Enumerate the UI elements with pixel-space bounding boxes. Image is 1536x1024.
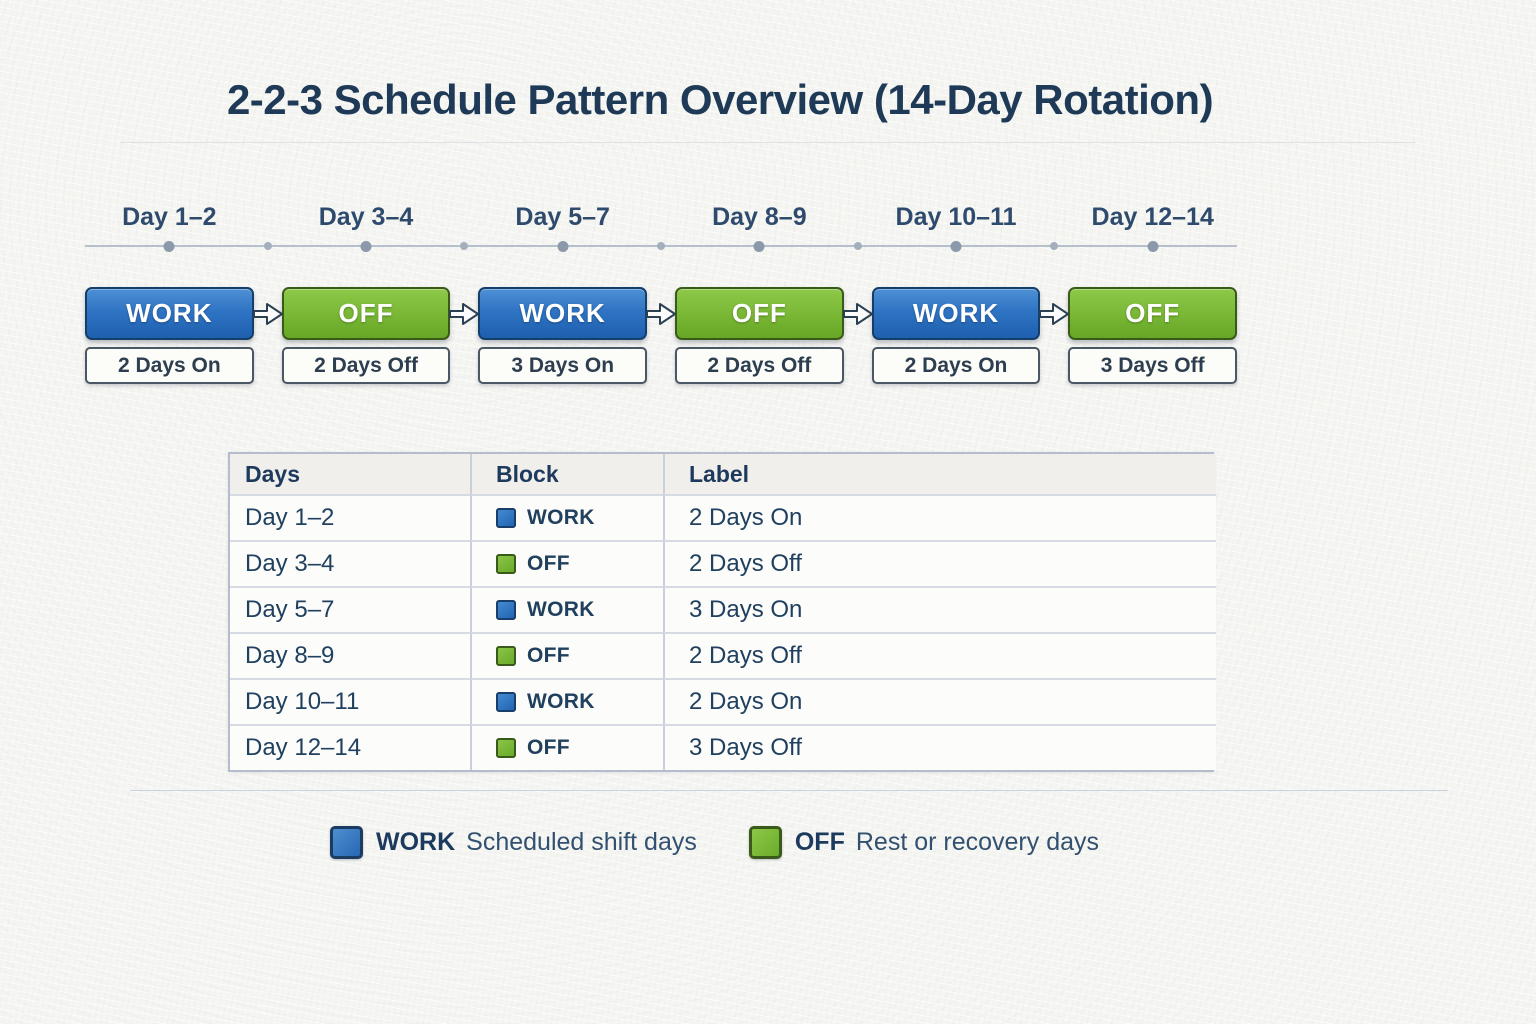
legend-divider: [130, 790, 1448, 791]
block-word: WORK: [527, 506, 595, 529]
legend-term: OFF: [794, 827, 845, 856]
schedule-table: Days Block Label Day 1–2 WORK 2 Days On …: [228, 452, 1216, 772]
day-range-label: Day 10–11: [895, 203, 1017, 231]
table-cell-days: Day 5–7: [230, 586, 470, 632]
table-cell-days: Day 10–11: [230, 678, 470, 724]
schedule-segment: OFF 2 Days Off: [675, 287, 873, 384]
off-swatch-icon: [496, 738, 516, 758]
arrow-right-icon: [1039, 302, 1070, 326]
day-range-label: Day 5–7: [515, 203, 610, 231]
table-header-block: Block: [470, 454, 663, 494]
work-swatch-icon: [496, 600, 516, 620]
timeline-dot: [853, 242, 862, 250]
timeline-dot: [360, 240, 372, 252]
timeline-dot: [1050, 242, 1059, 250]
timeline-dot: [557, 240, 569, 252]
off-block: OFF: [675, 287, 844, 340]
timeline-dot: [657, 242, 665, 250]
table-cell-label: 2 Days On: [663, 678, 1216, 724]
table-cell-block: WORK: [470, 678, 663, 724]
arrow-right-icon: [646, 302, 677, 326]
day-range-label: Day 1–2: [122, 203, 217, 231]
table-cell-block: WORK: [470, 586, 663, 632]
timeline-axis: [85, 240, 1237, 252]
arrow-right-icon: [252, 302, 283, 326]
legend-item-work: WORK Scheduled shift days: [330, 825, 697, 859]
timeline-dot: [460, 242, 469, 250]
work-block: WORK: [85, 287, 254, 340]
off-swatch-icon: [496, 646, 516, 666]
timeline-dot: [950, 240, 962, 252]
day-count-label: 2 Days Off: [281, 347, 451, 384]
day-count-label: 2 Days Off: [675, 347, 844, 384]
table-cell-label: 3 Days Off: [663, 724, 1216, 770]
day-range-label: Day 12–14: [1091, 203, 1214, 231]
table-cell-block: WORK: [470, 494, 663, 540]
arrow-right-icon: [449, 302, 480, 326]
table-header-days: Days: [230, 454, 470, 494]
schedule-segment: WORK 2 Days On: [85, 287, 283, 384]
title-divider: [120, 142, 1416, 143]
work-swatch-icon: [496, 508, 516, 528]
legend-item-off: OFF Rest or recovery days: [748, 825, 1099, 859]
day-count-label: 3 Days On: [478, 347, 648, 384]
table-cell-label: 2 Days Off: [663, 632, 1216, 678]
work-block: WORK: [478, 287, 648, 340]
timeline-dot: [163, 240, 175, 252]
block-word: OFF: [527, 736, 570, 759]
timeline-day-labels: Day 1–2 Day 3–4 Day 5–7 Day 8–9 Day 10–1…: [85, 203, 1237, 232]
work-swatch-icon: [496, 692, 516, 712]
table-cell-days: Day 8–9: [230, 632, 470, 678]
legend-description: Scheduled shift days: [466, 827, 697, 856]
day-range-label: Day 8–9: [712, 203, 807, 231]
arrow-right-icon: [842, 302, 873, 326]
day-count-label: 2 Days On: [871, 347, 1041, 384]
block-word: WORK: [527, 690, 595, 713]
legend-term: WORK: [376, 827, 456, 856]
block-word: WORK: [527, 598, 595, 621]
table-cell-label: 2 Days On: [663, 494, 1216, 540]
off-block: OFF: [281, 287, 451, 340]
work-block: WORK: [871, 287, 1041, 340]
table-cell-days: Day 3–4: [230, 540, 470, 586]
block-word: OFF: [527, 644, 570, 667]
off-swatch-icon: [496, 554, 516, 574]
table-cell-block: OFF: [470, 632, 663, 678]
table-cell-days: Day 1–2: [230, 494, 470, 540]
table-cell-block: OFF: [470, 724, 663, 770]
block-word: OFF: [527, 552, 570, 575]
page-title: 2-2-3 Schedule Pattern Overview (14-Day …: [226, 76, 1214, 123]
schedule-segment: WORK 2 Days On: [871, 287, 1070, 384]
schedule-segment: WORK 3 Days On: [478, 287, 677, 384]
off-swatch-icon: [748, 825, 782, 859]
schedule-segment: OFF 2 Days Off: [281, 287, 480, 384]
legend: WORK Scheduled shift days OFF Rest or re…: [330, 822, 1099, 862]
table-cell-days: Day 12–14: [230, 724, 470, 770]
table-cell-block: OFF: [470, 540, 663, 586]
timeline-dot: [263, 242, 272, 250]
off-block: OFF: [1068, 287, 1238, 340]
timeline-dot: [1147, 240, 1159, 252]
legend-description: Rest or recovery days: [855, 827, 1099, 856]
timeline-dot: [753, 240, 765, 252]
work-swatch-icon: [330, 825, 363, 859]
table-cell-label: 2 Days Off: [663, 540, 1216, 586]
table-cell-label: 3 Days On: [663, 586, 1216, 632]
schedule-segment: OFF 3 Days Off: [1068, 287, 1238, 384]
day-count-label: 3 Days Off: [1068, 347, 1238, 384]
table-header-label: Label: [663, 454, 1216, 494]
schedule-blocks-row: WORK 2 Days On OFF 2 Days Off WORK 3 Day…: [85, 287, 1238, 384]
day-range-label: Day 3–4: [318, 203, 414, 231]
day-count-label: 2 Days On: [85, 347, 254, 384]
